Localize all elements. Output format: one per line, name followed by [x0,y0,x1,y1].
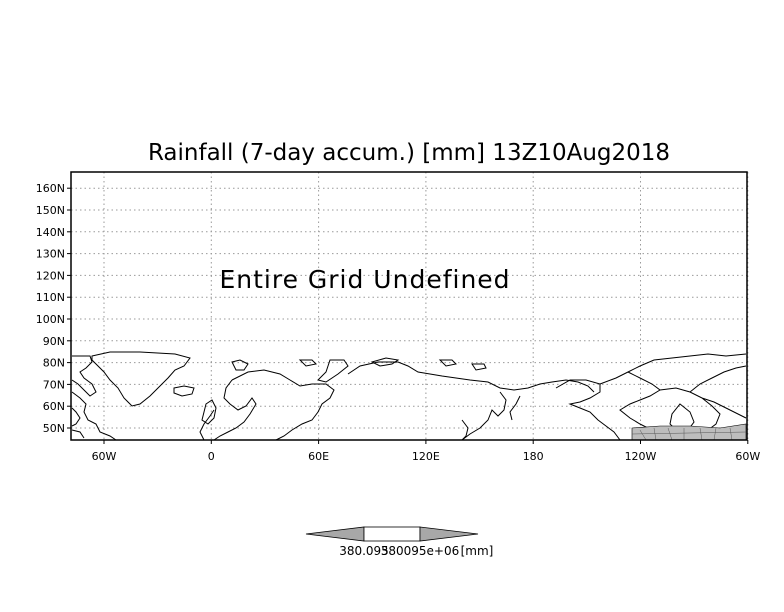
lat-tick-labels: 50N 60N 70N 80N 90N 100N 110N 120N 130N 140N 150N 1… [36,182,71,435]
colorbar-middle-box [363,526,421,542]
shaded-region [631,423,747,441]
lat-tick-label: 70N [43,378,65,391]
lon-tick-label: 60W [92,450,117,463]
europe-outline [199,369,335,441]
lon-tick-label: 120E [412,450,440,463]
lon-tick-label: 60E [308,450,329,463]
lon-tick-label: 180 [523,450,544,463]
iceland-outline [173,385,195,397]
lat-tick-label: 120N [36,269,65,282]
taymyr-outline [370,357,400,367]
canada-arctic-outline [599,353,747,441]
lon-tick-label: 0 [208,450,215,463]
colorbar-label-right: 380095e+06 [381,544,460,558]
siberia-islands-outline [438,359,487,371]
lat-tick-label: 90N [43,335,65,348]
svalbard-outline [231,359,249,371]
lat-tick-label: 60N [43,400,65,413]
lat-tick-label: 110N [36,291,65,304]
colorbar-left-arrow [305,526,365,542]
japan-outline [461,419,469,441]
lon-tick-label: 120W [625,450,657,463]
franzjosef-outline [298,359,318,367]
colorbar: 380.095 380095e+06 [mm] [305,526,494,558]
greenland-outline [91,351,191,407]
colorbar-right-arrow [419,526,479,542]
alaska-outline [555,379,621,441]
map-frame [70,171,748,441]
undefined-message: Entire Grid Undefined [219,265,510,294]
lat-tick-label: 50N [43,422,65,435]
colorbar-label-left: 380.095 [339,544,389,558]
uk-outline [201,399,217,425]
lat-tick-label: 150N [36,204,65,217]
lon-tick-labels: 60W 0 60E 120E 180 120W 60W [92,440,760,463]
lat-tick-label: 80N [43,357,65,370]
lat-tick-label: 140N [36,226,65,239]
lat-tick-label: 100N [36,313,65,326]
siberia-outline [347,361,595,393]
canada-west-outline [71,355,117,441]
land-outlines [71,351,747,441]
grid-lines [71,172,749,440]
kamchatka-outline [461,391,521,441]
lon-tick-label: 60W [735,450,760,463]
map-title: Rainfall (7-day accum.) [mm] 13Z10Aug201… [148,140,670,166]
lat-tick-label: 160N [36,182,65,195]
lat-tick-label: 130N [36,248,65,261]
colorbar-unit: [mm] [461,544,494,558]
novaya-zemlya-outline [317,359,349,383]
